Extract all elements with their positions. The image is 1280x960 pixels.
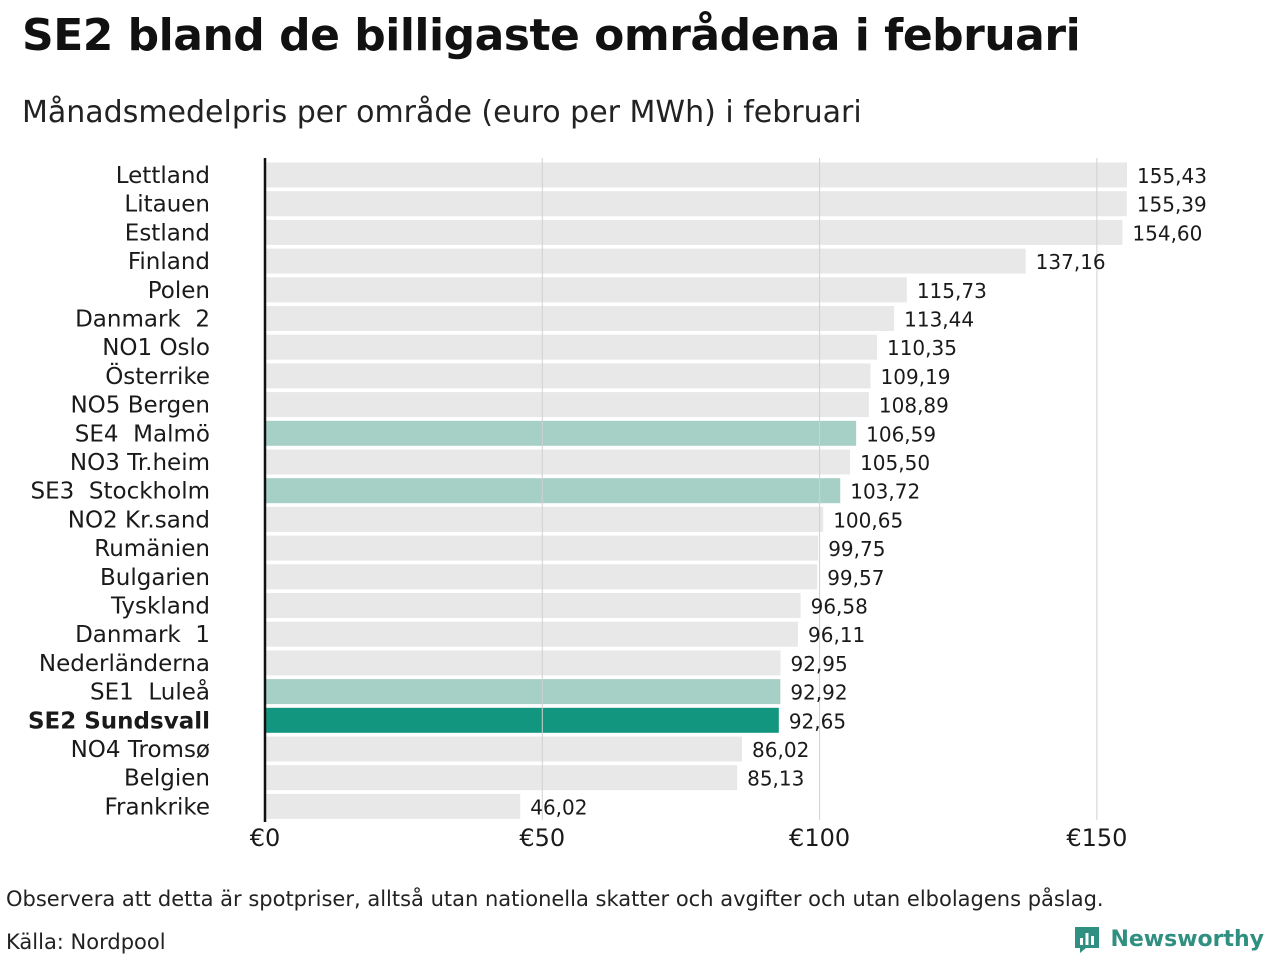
value-label: 100,65 xyxy=(833,508,903,532)
category-label: SE1 Luleå xyxy=(90,678,210,706)
value-label: 137,16 xyxy=(1036,250,1106,274)
category-label: NO5 Bergen xyxy=(70,393,210,419)
category-label: Frankrike xyxy=(105,794,211,820)
category-label: NO1 Oslo xyxy=(102,335,210,361)
bar xyxy=(265,392,869,418)
value-label: 99,57 xyxy=(827,566,884,590)
value-label: 46,02 xyxy=(530,795,587,819)
bar xyxy=(265,420,857,446)
value-label: 105,50 xyxy=(860,451,930,475)
source-text: Källa: Nordpool xyxy=(6,930,166,954)
chart-subtitle: Månadsmedelpris per område (euro per MWh… xyxy=(22,95,862,130)
value-label: 113,44 xyxy=(904,308,974,332)
brand-name: Newsworthy xyxy=(1110,926,1264,952)
category-label: Lettland xyxy=(116,163,210,189)
category-label: Österrike xyxy=(105,362,210,390)
brand-logo: Newsworthy xyxy=(1072,924,1264,954)
value-label: 96,11 xyxy=(808,623,865,647)
bar xyxy=(265,248,1026,274)
bar xyxy=(265,478,841,504)
value-label: 115,73 xyxy=(917,279,987,303)
category-label: Litauen xyxy=(124,192,210,218)
value-label: 99,75 xyxy=(828,537,885,561)
bar xyxy=(265,506,824,532)
x-tick-label: €50 xyxy=(519,824,565,852)
category-label: Bulgarien xyxy=(100,565,210,591)
value-label: 92,95 xyxy=(790,652,847,676)
category-label: Rumänien xyxy=(94,536,210,562)
bar xyxy=(265,449,851,475)
newsworthy-logo-icon xyxy=(1075,927,1100,953)
category-label: Belgien xyxy=(124,766,210,792)
bar xyxy=(265,679,781,705)
category-label: Nederländerna xyxy=(39,651,210,677)
bar xyxy=(265,535,819,561)
bar xyxy=(265,306,895,331)
category-label: Danmark 2 xyxy=(75,307,210,333)
bar-chart: Lettland 155,43 Litauen 155,39 Estland 154,60… xyxy=(28,158,1207,852)
x-tick-label: €150 xyxy=(1066,824,1127,852)
category-label: SE4 Malmö xyxy=(75,421,210,447)
bar xyxy=(265,162,1127,188)
bar xyxy=(265,765,738,791)
value-label: 92,92 xyxy=(790,681,847,705)
bar xyxy=(265,736,743,762)
bar xyxy=(265,219,1123,245)
bar xyxy=(265,593,801,618)
bar xyxy=(265,650,781,676)
category-label: Finland xyxy=(128,249,210,275)
value-label: 103,72 xyxy=(850,480,920,504)
category-label: NO3 Tr.heim xyxy=(70,450,210,476)
category-label: Danmark 1 xyxy=(75,622,210,648)
category-label: Tyskland xyxy=(110,594,210,620)
bar xyxy=(265,707,779,733)
value-label: 96,58 xyxy=(811,595,868,619)
x-tick-label: €0 xyxy=(250,824,281,852)
category-label: Polen xyxy=(148,278,210,304)
value-label: 154,60 xyxy=(1132,221,1202,245)
value-label: 85,13 xyxy=(747,767,804,791)
chart-title: SE2 bland de billigaste områdena i febru… xyxy=(22,10,1081,61)
footnote: Observera att detta är spotpriser, allts… xyxy=(6,887,1104,911)
value-label: 86,02 xyxy=(752,738,809,762)
value-label: 155,43 xyxy=(1137,164,1207,188)
x-tick-label: €100 xyxy=(789,824,850,852)
value-label: 109,19 xyxy=(881,365,951,389)
bar xyxy=(265,191,1127,217)
bar xyxy=(265,621,799,647)
value-label: 92,65 xyxy=(789,709,846,733)
category-label: SE3 Stockholm xyxy=(31,479,211,505)
bar xyxy=(265,363,871,389)
bar xyxy=(265,277,907,303)
bar xyxy=(265,793,521,819)
bar xyxy=(265,334,877,360)
category-label: SE2 Sundsvall xyxy=(28,708,210,734)
value-label: 110,35 xyxy=(887,336,957,360)
value-label: 106,59 xyxy=(866,422,936,446)
value-label: 155,39 xyxy=(1137,193,1207,217)
bar xyxy=(265,564,818,590)
category-label: Estland xyxy=(125,220,210,246)
category-label: NO4 Tromsø xyxy=(71,737,210,763)
value-label: 108,89 xyxy=(879,394,949,418)
category-label: NO2 Kr.sand xyxy=(68,507,210,533)
